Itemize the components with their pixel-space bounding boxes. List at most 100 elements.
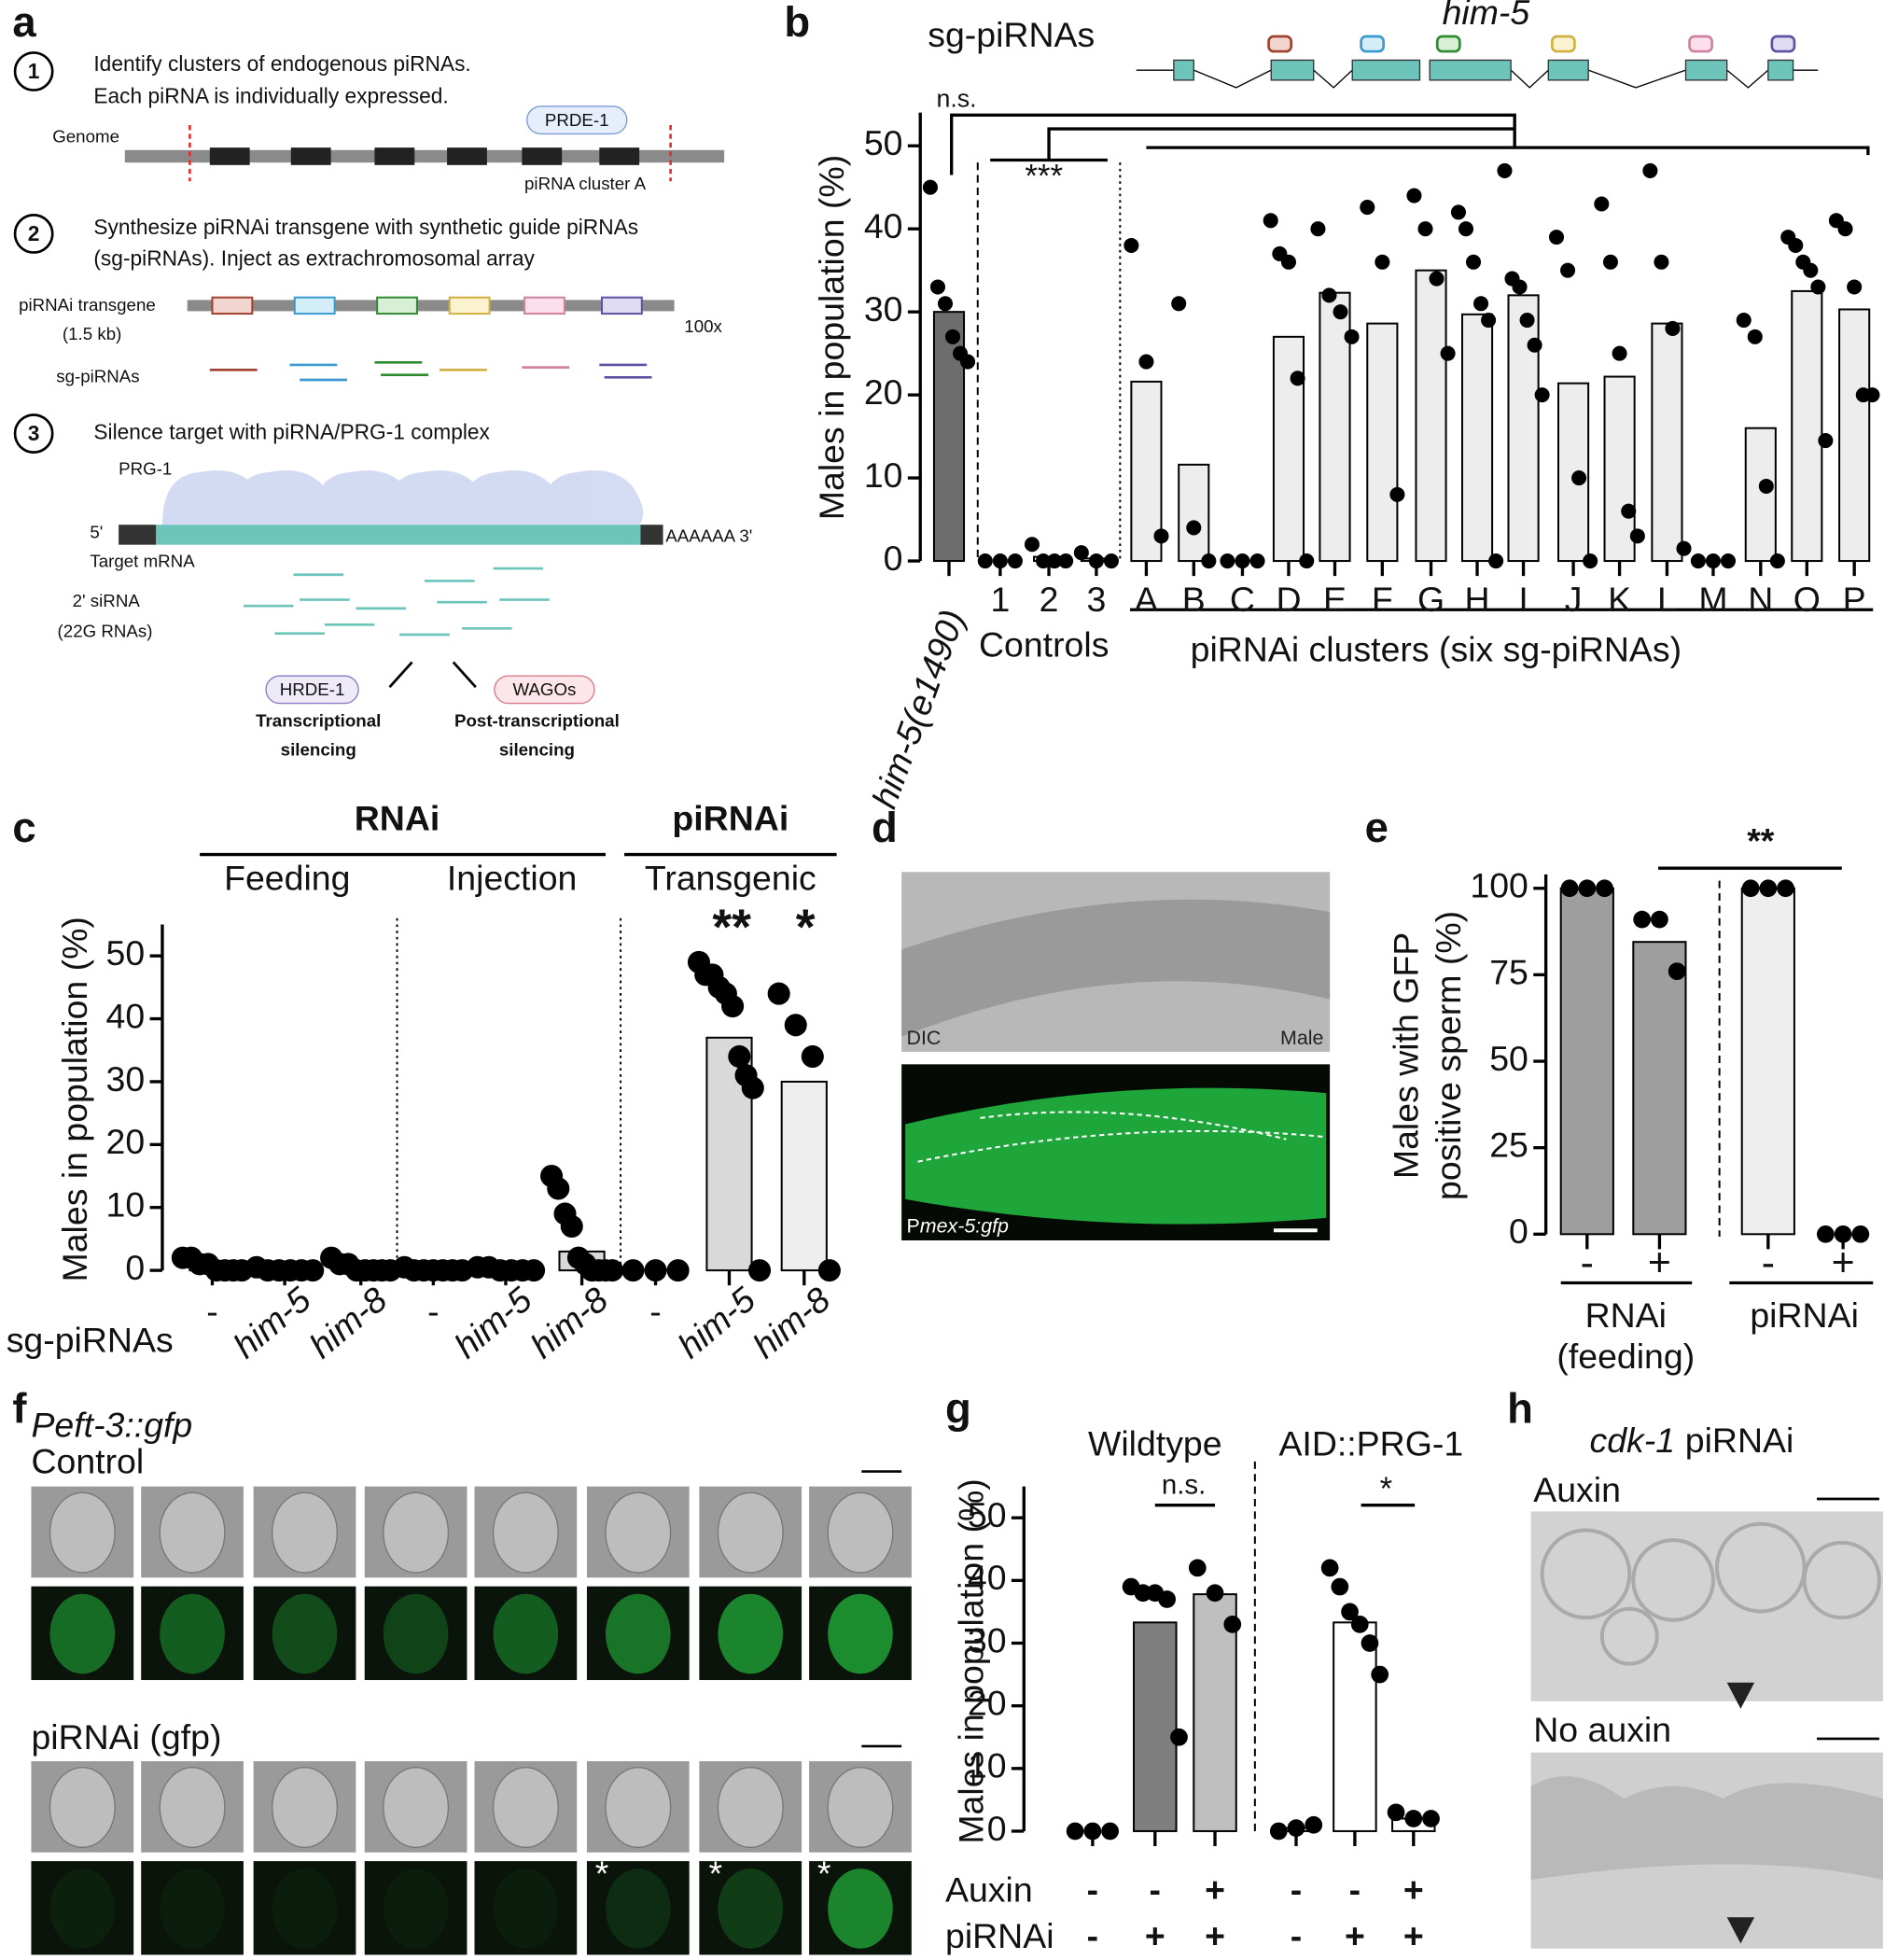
row-value: -: [1349, 1869, 1361, 1909]
data-point: [1310, 221, 1326, 237]
data-point: [1269, 1822, 1288, 1841]
y-tick-label: 50: [106, 933, 146, 973]
y-tick-label: 10: [864, 455, 903, 495]
embryo: [272, 1491, 338, 1574]
x-tick-label: 1: [990, 580, 1010, 619]
gfp-image: [253, 1861, 356, 1955]
prg1-complexes: [161, 470, 644, 525]
gfp-image: [364, 1586, 468, 1681]
data-point: [1036, 553, 1052, 569]
data-point: [1837, 221, 1853, 237]
data-point: [728, 1044, 751, 1069]
embryo: [383, 1491, 450, 1574]
step-number: 3: [28, 421, 40, 445]
y-tick-label: 50: [1489, 1039, 1528, 1078]
label: 2' siRNA: [73, 591, 141, 610]
arrowhead: [1726, 1682, 1755, 1709]
data-point: [644, 1259, 667, 1282]
y-tick-label: 20: [968, 1684, 1007, 1723]
data-point: [1361, 1634, 1379, 1652]
data-point: [1350, 1615, 1369, 1633]
significance-bracket: [950, 113, 1870, 175]
label: 5': [90, 523, 103, 542]
panel-label: h: [1507, 1384, 1533, 1432]
data-point: [1847, 279, 1863, 295]
gfp-image: [474, 1586, 578, 1681]
x-tick-label: I: [1518, 580, 1528, 619]
data-point: [1458, 221, 1474, 237]
bar: [1507, 294, 1540, 563]
data-point: [817, 1259, 841, 1282]
bar: [1632, 941, 1687, 1236]
embryo: [383, 1767, 450, 1849]
x-tick-label: him-8: [523, 1280, 615, 1365]
embryo: [272, 1767, 338, 1849]
x-tick-label: +: [1832, 1240, 1855, 1285]
data-point: [1481, 313, 1497, 329]
label: piRNAi transgene: [19, 295, 156, 315]
data-point: [1759, 879, 1778, 898]
data-point: [1201, 553, 1217, 569]
data-point: [1736, 313, 1751, 329]
data-point: [1404, 1810, 1423, 1827]
data-point: [523, 1259, 546, 1282]
gfp-image: [31, 1861, 134, 1955]
x-tick-label: 3: [1086, 580, 1106, 619]
data-point: [960, 354, 976, 370]
embryo: [49, 1767, 116, 1849]
embryo: [159, 1767, 226, 1849]
prefix: P: [907, 1214, 920, 1237]
row-value: +: [1145, 1916, 1165, 1955]
gfp-signal: [493, 1869, 559, 1949]
gfp-signal: [718, 1869, 784, 1949]
label: WAGOs: [512, 679, 576, 699]
gfp-image: [141, 1586, 244, 1681]
data-point: [1235, 553, 1250, 569]
image-label: Pmex-5:gfp: [907, 1214, 1010, 1237]
gfp-signal: [718, 1593, 784, 1674]
gfp-signal: [160, 1869, 225, 1949]
utr: [119, 525, 157, 545]
data-point: [767, 982, 790, 1005]
label: sg-piRNAs: [56, 366, 139, 385]
x-tick-label: F: [1372, 580, 1393, 619]
data-point: [1488, 553, 1504, 569]
data-point: [1602, 254, 1618, 270]
data-point: [1406, 188, 1422, 203]
step-text: (sg-piRNAs). Inject as extrachromosomal …: [93, 246, 535, 271]
y-axis-label: Males in population (%): [812, 155, 851, 520]
data-point: [1527, 337, 1542, 353]
asterisk: *: [708, 1854, 722, 1893]
data-point: [1186, 520, 1202, 536]
siRNAs: [243, 567, 550, 637]
row-value: +: [1403, 1916, 1424, 1955]
data-point: [1422, 1810, 1440, 1827]
gene-name: him-5: [1443, 0, 1530, 32]
gfp-signal: [493, 1593, 559, 1674]
data-point: [1007, 553, 1023, 569]
label: (1.5 kb): [63, 324, 121, 343]
gfp-signal: [160, 1593, 225, 1674]
data-point: [601, 1259, 624, 1282]
data-point: [1834, 1225, 1852, 1243]
data-point: [1621, 503, 1637, 519]
group-label: Wildtype: [1088, 1424, 1222, 1463]
pill: [526, 105, 628, 135]
data-point: [1583, 553, 1598, 569]
data-point: [1223, 1615, 1242, 1633]
x-tick-label: J: [1565, 580, 1583, 619]
data-point: [1220, 553, 1235, 569]
pill: [265, 675, 359, 705]
gfp-signal: [272, 1869, 338, 1949]
data-point: [1851, 1225, 1870, 1243]
gfp-image: [586, 1861, 690, 1955]
y-tick-label: 10: [968, 1746, 1007, 1785]
data-point: [741, 1076, 764, 1099]
bar: [1838, 308, 1871, 563]
data-point: [1320, 1559, 1339, 1577]
data-point: [1810, 279, 1826, 295]
data-point: [1629, 528, 1645, 544]
gfp-worm: [905, 1087, 1327, 1225]
data-point: [301, 1259, 325, 1282]
data-point: [1138, 354, 1154, 370]
